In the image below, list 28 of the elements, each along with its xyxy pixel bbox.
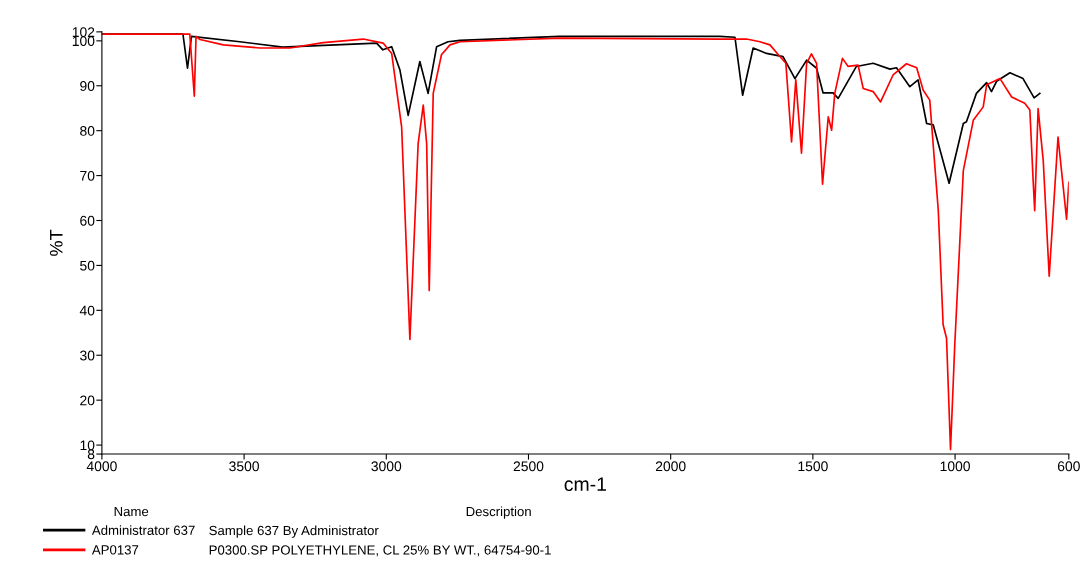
x-tick-label: 1500 bbox=[798, 461, 828, 472]
x-tick-label: 4000 bbox=[86, 461, 117, 472]
y-tick-label: 8 bbox=[87, 449, 95, 460]
y-tick-label: 20 bbox=[80, 395, 95, 406]
y-tick-label: 60 bbox=[80, 215, 95, 226]
x-tick-label: 2000 bbox=[655, 461, 686, 472]
text: Name bbox=[114, 506, 149, 517]
x-tick-label: 1000 bbox=[940, 461, 970, 472]
x-axis-title: cm-1 bbox=[564, 477, 607, 492]
y-axis-title: %T bbox=[49, 229, 63, 256]
legend-label: AP0137 bbox=[91, 545, 139, 555]
text: Description bbox=[466, 506, 531, 519]
y-tick-label: 80 bbox=[80, 126, 95, 136]
y-tick-label: 100 bbox=[72, 36, 95, 47]
legend-label: Administrator 637 bbox=[91, 525, 195, 535]
y-tick-label: 30 bbox=[80, 350, 95, 361]
x-tick-label: 600 bbox=[1057, 461, 1080, 472]
y-tick-label: 40 bbox=[79, 305, 95, 316]
y-tick-label: 90 bbox=[80, 81, 95, 91]
y-tick-label: 50 bbox=[80, 260, 95, 271]
text: Sample 637 By Administrator bbox=[209, 525, 379, 538]
y-tick-label: 70 bbox=[80, 170, 95, 181]
x-tick-label: 3000 bbox=[371, 461, 402, 472]
x-tick-label: 2500 bbox=[513, 461, 544, 472]
x-tick-label: 3500 bbox=[229, 461, 259, 472]
text: P0300.SP POLYETHYLENE, CL 25% BY WT., 64754-90-1 bbox=[209, 545, 551, 557]
y-tick-label: 10 bbox=[80, 440, 95, 451]
y-tick-label: 102 bbox=[72, 27, 95, 38]
